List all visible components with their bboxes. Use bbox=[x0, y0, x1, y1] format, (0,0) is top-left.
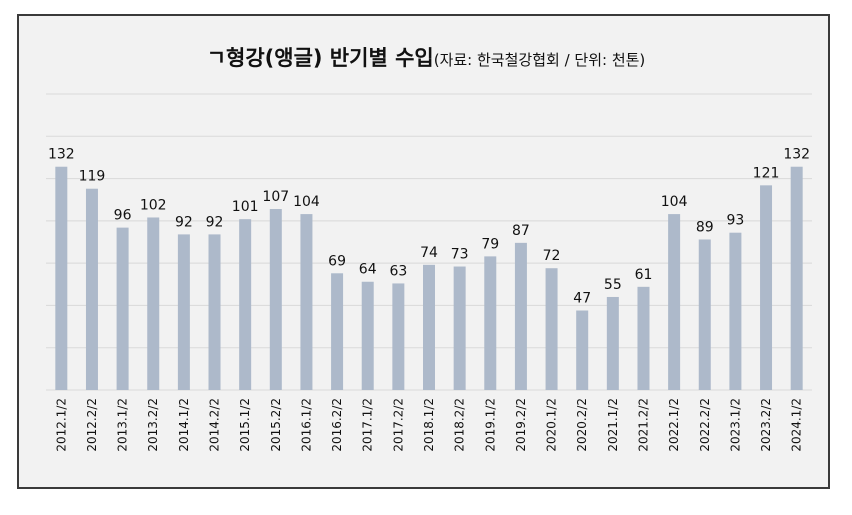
data-label: 63 bbox=[389, 263, 407, 279]
x-tick-label: 2021.2/2 bbox=[636, 398, 650, 452]
bar-2019.2/2 bbox=[514, 242, 527, 390]
bar-2017.2/2 bbox=[392, 283, 405, 390]
data-label: 61 bbox=[635, 267, 653, 283]
bar-2014.1/2 bbox=[177, 234, 190, 390]
x-tick-label: 2018.1/2 bbox=[422, 398, 436, 452]
data-label: 107 bbox=[262, 189, 289, 205]
bar-2017.1/2 bbox=[361, 281, 374, 390]
bar-2022.1/2 bbox=[668, 214, 681, 390]
x-tick-labels: 2012.1/2 2012.2/2 2013.1/2 2013.2/2 2014.1/2… bbox=[54, 398, 803, 452]
bar-2020.1/2 bbox=[545, 268, 558, 390]
data-label: 69 bbox=[328, 253, 346, 269]
data-label: 119 bbox=[79, 169, 106, 185]
bar-2019.1/2 bbox=[484, 256, 497, 390]
x-tick-label: 2019.2/2 bbox=[514, 398, 528, 452]
data-label: 121 bbox=[753, 165, 780, 181]
x-tick-label: 2015.1/2 bbox=[238, 398, 252, 452]
x-tick-label: 2022.1/2 bbox=[667, 398, 681, 452]
bar-2013.2/2 bbox=[147, 217, 160, 390]
bar-2023.1/2 bbox=[729, 232, 742, 390]
data-label: 89 bbox=[696, 219, 714, 235]
data-label: 92 bbox=[175, 214, 193, 230]
bar-2021.1/2 bbox=[606, 296, 619, 390]
x-tick-label: 2017.2/2 bbox=[391, 398, 405, 452]
bar-2020.2/2 bbox=[576, 310, 589, 390]
chart-title-block: ㄱ형강(앵글) 반기별 수입(자료: 한국철강협회 / 단위: 천톤) bbox=[0, 42, 852, 72]
bar-2015.1/2 bbox=[239, 219, 252, 390]
data-label: 74 bbox=[420, 245, 438, 261]
x-tick-label: 2020.2/2 bbox=[575, 398, 589, 452]
bar-2022.2/2 bbox=[698, 239, 711, 390]
data-label: 93 bbox=[726, 213, 744, 229]
bar-2024.1/2 bbox=[790, 166, 803, 390]
x-tick-label: 2023.2/2 bbox=[759, 398, 773, 452]
bar-2016.1/2 bbox=[300, 214, 313, 390]
x-tick-label: 2018.2/2 bbox=[453, 398, 467, 452]
x-tick-label: 2021.1/2 bbox=[606, 398, 620, 452]
data-label: 101 bbox=[232, 199, 259, 215]
chart-title: ㄱ형강(앵글) 반기별 수입 bbox=[206, 46, 434, 70]
data-label: 87 bbox=[512, 223, 530, 239]
data-label: 72 bbox=[543, 248, 561, 264]
bar-2012.2/2 bbox=[85, 188, 98, 390]
x-tick-label: 2016.1/2 bbox=[299, 398, 313, 452]
data-label: 64 bbox=[359, 262, 377, 278]
bar-2015.2/2 bbox=[269, 209, 282, 390]
bar-2014.2/2 bbox=[208, 234, 221, 390]
x-tick-label: 2015.2/2 bbox=[269, 398, 283, 452]
data-label: 104 bbox=[661, 194, 688, 210]
data-label: 132 bbox=[48, 147, 75, 163]
data-label: 79 bbox=[481, 236, 499, 252]
bar-2013.1/2 bbox=[116, 227, 129, 390]
x-tick-label: 2014.2/2 bbox=[208, 398, 222, 452]
x-tick-label: 2014.1/2 bbox=[177, 398, 191, 452]
x-tick-label: 2022.2/2 bbox=[698, 398, 712, 452]
chart-subtitle: (자료: 한국철강협회 / 단위: 천톤) bbox=[433, 51, 646, 69]
data-label: 73 bbox=[451, 247, 469, 263]
data-label: 96 bbox=[114, 208, 132, 224]
x-tick-label: 2019.1/2 bbox=[483, 398, 497, 452]
x-tick-label: 2023.1/2 bbox=[728, 398, 742, 452]
bar-2016.2/2 bbox=[331, 273, 344, 390]
data-label: 92 bbox=[206, 214, 224, 230]
bar-2021.2/2 bbox=[637, 286, 650, 390]
data-label: 47 bbox=[573, 291, 591, 307]
bars bbox=[55, 166, 803, 390]
bar-2018.1/2 bbox=[423, 264, 435, 390]
x-tick-label: 2012.1/2 bbox=[54, 398, 68, 452]
data-label: 55 bbox=[604, 277, 622, 293]
x-tick-label: 2013.2/2 bbox=[146, 398, 160, 452]
x-tick-label: 2012.2/2 bbox=[85, 398, 99, 452]
bar-2023.2/2 bbox=[760, 185, 773, 390]
data-label: 132 bbox=[783, 147, 810, 163]
x-tick-label: 2013.1/2 bbox=[116, 398, 130, 452]
bar-2012.1/2 bbox=[55, 166, 68, 390]
x-tick-label: 2020.1/2 bbox=[545, 398, 559, 452]
data-label: 102 bbox=[140, 197, 167, 213]
data-label: 104 bbox=[293, 194, 320, 210]
x-tick-label: 2016.2/2 bbox=[330, 398, 344, 452]
x-tick-label: 2024.1/2 bbox=[790, 398, 804, 452]
x-tick-label: 2017.1/2 bbox=[361, 398, 375, 452]
bar-2018.2/2 bbox=[453, 266, 466, 390]
